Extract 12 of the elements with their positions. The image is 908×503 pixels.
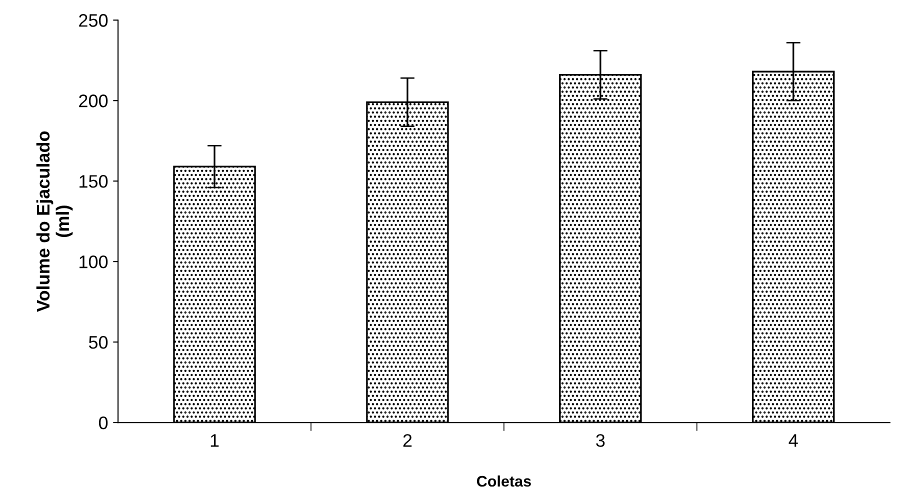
y-tick-label: 150 [80,175,108,188]
y-tick-label: 250 [79,14,108,27]
y-axis-title: Volume do Ejaculado (ml) [36,131,73,312]
y-tick-label: 0 [98,416,108,430]
x-tick-label: 1 [210,434,219,447]
x-axis-title: Coletas [476,475,531,487]
y-tick-label: 200 [79,94,108,108]
y-tick-label: 100 [80,255,108,268]
x-tick-label: 2 [403,434,412,447]
x-tick-label: 3 [596,434,605,447]
x-tick-label: 4 [788,434,798,447]
y-tick-label: 50 [88,336,108,349]
